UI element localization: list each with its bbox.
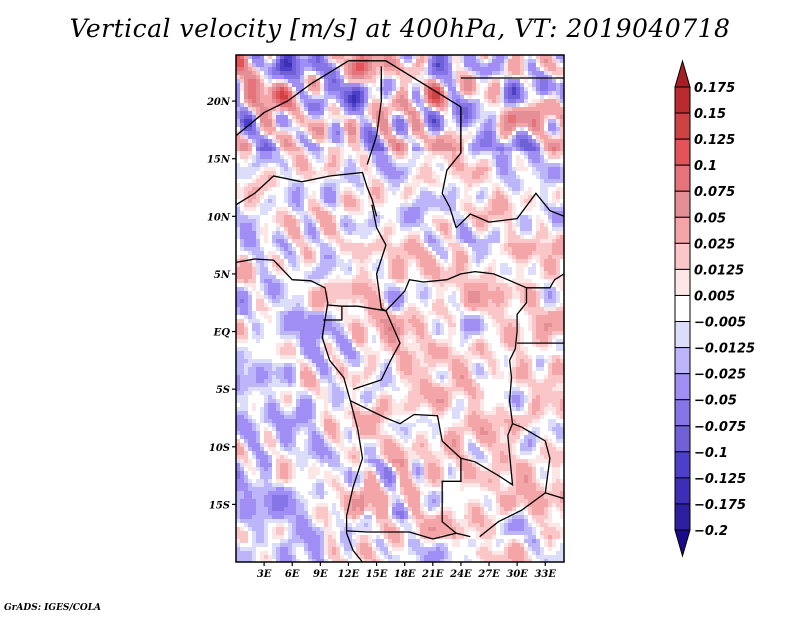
x-tick-label: 18E bbox=[394, 569, 416, 580]
colorbar-arrow-top bbox=[674, 59, 691, 88]
colorbar-label: 0.075 bbox=[694, 185, 735, 200]
colorbar-bin bbox=[674, 503, 691, 531]
colorbar-label: 0.0125 bbox=[694, 263, 744, 278]
colorbar-label: 0.05 bbox=[694, 211, 726, 226]
colorbar-label: −0.1 bbox=[694, 446, 728, 461]
country-borders bbox=[236, 60, 564, 562]
x-tick-label: 9E bbox=[313, 569, 328, 580]
y-tick-label: 5N bbox=[214, 270, 231, 281]
y-tick-label: 5S bbox=[216, 385, 230, 396]
y-tick-label: 10S bbox=[209, 443, 230, 454]
colorbar-label: −0.025 bbox=[694, 368, 746, 383]
colorbar-bin bbox=[674, 216, 691, 244]
x-tick-label: 6E bbox=[285, 569, 300, 580]
x-tick-label: 21E bbox=[421, 569, 444, 580]
y-tick-label: 15N bbox=[207, 155, 231, 166]
colorbar-bin bbox=[674, 242, 691, 270]
colorbar-label: −0.175 bbox=[694, 498, 746, 513]
x-tick-label: 3E bbox=[257, 569, 272, 580]
x-tick-label: 15E bbox=[366, 569, 388, 580]
border-line bbox=[371, 204, 527, 312]
y-tick-label: 10N bbox=[207, 212, 231, 223]
border-line bbox=[455, 192, 564, 229]
colorbar-bin bbox=[674, 399, 691, 427]
colorbar-bin bbox=[674, 190, 691, 218]
colorbar-label: −0.05 bbox=[694, 394, 737, 409]
colorbar-bin bbox=[674, 373, 691, 401]
colorbar-bin bbox=[674, 425, 691, 453]
colorbar-label: 0.125 bbox=[694, 133, 735, 148]
colorbar-bin bbox=[674, 321, 691, 349]
colorbar-label: −0.2 bbox=[694, 524, 728, 539]
border-line bbox=[352, 310, 401, 390]
colorbar-label: −0.0125 bbox=[694, 342, 755, 357]
colorbar-bin bbox=[674, 112, 691, 140]
colorbar-bin bbox=[674, 451, 691, 479]
colorbar-bin bbox=[674, 86, 691, 114]
y-tick-label: 20N bbox=[206, 97, 231, 108]
border-line bbox=[348, 60, 462, 108]
plot-title: Vertical velocity [m/s] at 400hPa, VT: 2… bbox=[69, 14, 731, 43]
colorbar-label: −0.075 bbox=[694, 420, 746, 435]
border-line bbox=[350, 400, 462, 534]
border-line bbox=[236, 171, 378, 217]
colorbar-label: 0.025 bbox=[694, 237, 735, 252]
border-line bbox=[327, 304, 387, 312]
velocity-field bbox=[236, 55, 564, 562]
x-tick-label: 12E bbox=[338, 569, 360, 580]
grads-credit: GrADS: IGES/COLA bbox=[4, 603, 102, 613]
colorbar-label: 0.175 bbox=[694, 81, 735, 96]
x-tick-label: 33E bbox=[534, 569, 556, 580]
colorbar-label: 0.1 bbox=[694, 159, 717, 174]
border-line bbox=[508, 273, 564, 424]
border-line bbox=[323, 306, 343, 321]
map-frame bbox=[235, 54, 565, 563]
colorbar: 0.175 0.15 0.125 0.1 0.075 0.05 0.025 0.0125 0.0… bbox=[674, 59, 755, 558]
colorbar-label: −0.005 bbox=[694, 316, 746, 331]
colorbar-bin bbox=[674, 138, 691, 166]
x-tick-label: 27E bbox=[477, 569, 500, 580]
x-tick-label: 30E bbox=[506, 569, 528, 580]
latitude-axis: 20N 15N 10N 5N EQ 5S 10S 15S bbox=[206, 97, 236, 511]
y-tick-label: EQ bbox=[213, 328, 231, 339]
colorbar-label: 0.005 bbox=[694, 289, 735, 304]
longitude-axis: 3E 6E 9E 12E 15E 18E 21E 24E 27E 30E 33E bbox=[257, 562, 556, 580]
x-tick-label: 24E bbox=[449, 569, 472, 580]
colorbar-bin bbox=[674, 294, 691, 323]
border-line bbox=[236, 258, 364, 562]
colorbar-bin bbox=[674, 268, 691, 296]
border-line bbox=[366, 66, 382, 165]
border-line bbox=[545, 492, 564, 500]
border-line bbox=[346, 530, 471, 540]
border-line bbox=[236, 60, 349, 137]
y-tick-label: 15S bbox=[209, 500, 230, 511]
colorbar-bin bbox=[674, 164, 691, 192]
colorbar-bin bbox=[674, 347, 691, 375]
colorbar-label: −0.125 bbox=[694, 472, 746, 487]
colorbar-bin bbox=[674, 477, 691, 505]
colorbar-arrow-bottom bbox=[674, 529, 691, 558]
colorbar-label: 0.15 bbox=[694, 107, 726, 122]
